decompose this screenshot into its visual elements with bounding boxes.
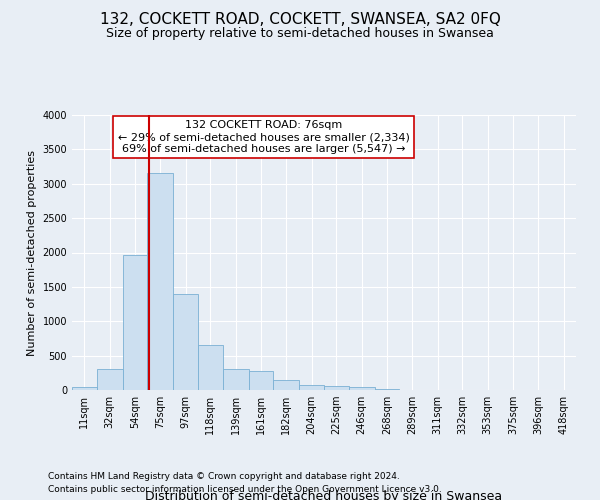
Bar xyxy=(299,385,324,390)
Y-axis label: Number of semi-detached properties: Number of semi-detached properties xyxy=(27,150,37,356)
Bar xyxy=(122,254,148,390)
Text: Contains public sector information licensed under the Open Government Licence v3: Contains public sector information licen… xyxy=(48,485,442,494)
Bar xyxy=(97,370,122,390)
Bar xyxy=(198,346,223,390)
Text: Contains HM Land Registry data © Crown copyright and database right 2024.: Contains HM Land Registry data © Crown c… xyxy=(48,472,400,481)
Text: 132 COCKETT ROAD: 76sqm
← 29% of semi-detached houses are smaller (2,334)
69% of: 132 COCKETT ROAD: 76sqm ← 29% of semi-de… xyxy=(118,120,409,154)
Bar xyxy=(274,380,299,390)
Bar xyxy=(72,386,97,390)
Bar xyxy=(148,174,173,390)
Bar xyxy=(349,387,374,390)
Bar xyxy=(248,371,274,390)
Text: 132, COCKETT ROAD, COCKETT, SWANSEA, SA2 0FQ: 132, COCKETT ROAD, COCKETT, SWANSEA, SA2… xyxy=(100,12,500,28)
Bar xyxy=(173,294,198,390)
Bar xyxy=(223,370,248,390)
Text: Size of property relative to semi-detached houses in Swansea: Size of property relative to semi-detach… xyxy=(106,28,494,40)
Bar xyxy=(324,386,349,390)
X-axis label: Distribution of semi-detached houses by size in Swansea: Distribution of semi-detached houses by … xyxy=(145,490,503,500)
